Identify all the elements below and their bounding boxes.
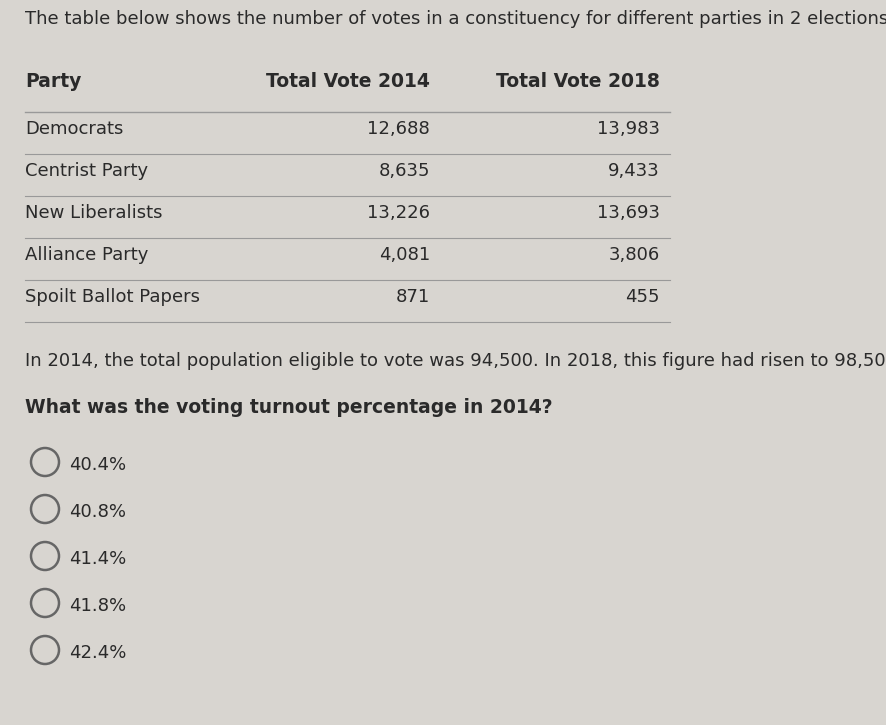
Text: 9,433: 9,433 bbox=[609, 162, 660, 180]
Text: Party: Party bbox=[25, 72, 82, 91]
Text: 41.8%: 41.8% bbox=[69, 597, 126, 615]
Text: Total Vote 2014: Total Vote 2014 bbox=[266, 72, 430, 91]
Text: 41.4%: 41.4% bbox=[69, 550, 126, 568]
Text: 4,081: 4,081 bbox=[378, 246, 430, 264]
Text: 40.4%: 40.4% bbox=[69, 456, 126, 473]
Text: In 2014, the total population eligible to vote was 94,500. In 2018, this figure : In 2014, the total population eligible t… bbox=[25, 352, 886, 370]
Text: Alliance Party: Alliance Party bbox=[25, 246, 148, 264]
Text: 13,693: 13,693 bbox=[597, 204, 660, 222]
Text: 12,688: 12,688 bbox=[368, 120, 430, 138]
Text: 455: 455 bbox=[626, 288, 660, 306]
Text: 13,983: 13,983 bbox=[597, 120, 660, 138]
Text: The table below shows the number of votes in a constituency for different partie: The table below shows the number of vote… bbox=[25, 10, 886, 28]
Text: 8,635: 8,635 bbox=[378, 162, 430, 180]
Text: Spoilt Ballot Papers: Spoilt Ballot Papers bbox=[25, 288, 200, 306]
Text: Democrats: Democrats bbox=[25, 120, 123, 138]
Text: 42.4%: 42.4% bbox=[69, 644, 127, 662]
Text: What was the voting turnout percentage in 2014?: What was the voting turnout percentage i… bbox=[25, 398, 553, 417]
Text: 3,806: 3,806 bbox=[609, 246, 660, 264]
Text: Centrist Party: Centrist Party bbox=[25, 162, 148, 180]
Text: New Liberalists: New Liberalists bbox=[25, 204, 162, 222]
Text: 871: 871 bbox=[396, 288, 430, 306]
Text: 40.8%: 40.8% bbox=[69, 502, 126, 521]
Text: Total Vote 2018: Total Vote 2018 bbox=[496, 72, 660, 91]
Text: 13,226: 13,226 bbox=[367, 204, 430, 222]
